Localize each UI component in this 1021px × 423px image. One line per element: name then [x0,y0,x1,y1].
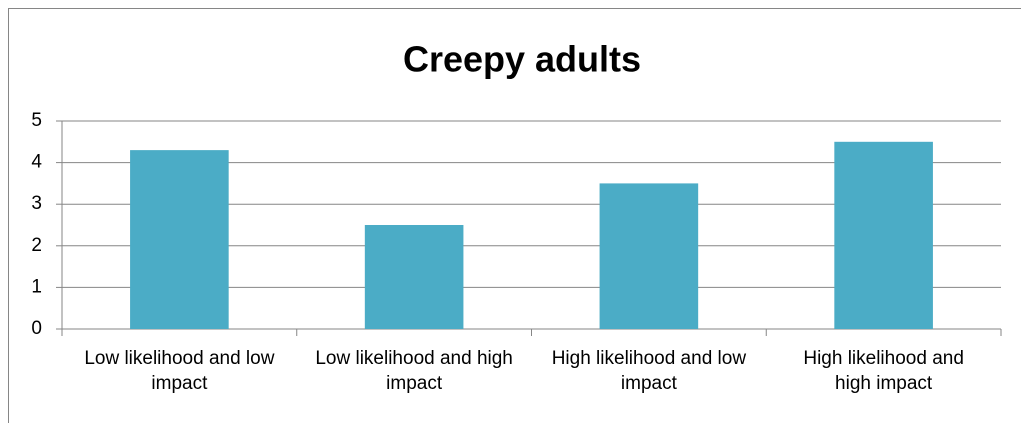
y-tick-label: 0 [31,318,42,339]
bar [834,141,933,329]
y-tick-label: 2 [31,235,42,256]
y-tick-label: 4 [31,152,42,173]
y-tick-label: 3 [31,193,42,214]
x-tick-label: High likelihood and high impact [803,348,964,394]
x-tick-label: High likelihood and low impact [551,348,747,394]
y-tick-label: 5 [31,110,42,131]
chart-title: Creepy adults [403,39,641,80]
x-tick-label: Low likelihood and low impact [84,348,275,394]
bar [130,150,229,329]
bar [364,225,464,329]
x-tick-label: Low likelihood and high impact [315,348,513,394]
bar [599,183,699,329]
y-tick-label: 1 [31,276,42,297]
